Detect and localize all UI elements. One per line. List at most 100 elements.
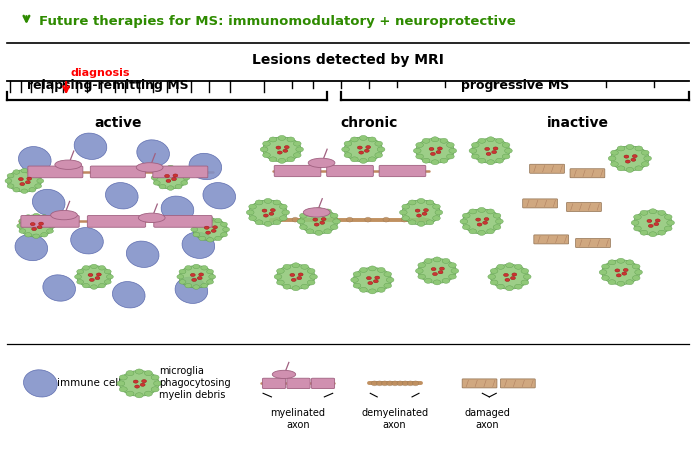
Ellipse shape (315, 207, 323, 212)
Ellipse shape (377, 381, 383, 386)
Ellipse shape (175, 166, 182, 171)
Ellipse shape (353, 283, 361, 288)
Ellipse shape (344, 137, 383, 162)
Ellipse shape (179, 279, 186, 284)
Ellipse shape (435, 210, 443, 215)
Ellipse shape (89, 278, 94, 282)
Ellipse shape (214, 218, 221, 223)
Ellipse shape (429, 148, 434, 150)
Ellipse shape (203, 183, 235, 209)
Ellipse shape (418, 258, 457, 284)
Ellipse shape (255, 200, 263, 205)
Ellipse shape (344, 153, 351, 158)
Ellipse shape (299, 213, 307, 218)
Ellipse shape (387, 381, 393, 386)
Ellipse shape (490, 264, 529, 289)
Ellipse shape (15, 234, 47, 261)
Ellipse shape (416, 154, 423, 159)
Ellipse shape (310, 217, 317, 222)
Ellipse shape (490, 269, 498, 274)
Ellipse shape (35, 174, 42, 178)
Ellipse shape (212, 230, 216, 232)
Ellipse shape (21, 189, 28, 194)
Ellipse shape (491, 150, 497, 153)
Ellipse shape (617, 281, 625, 286)
Text: progressive MS: progressive MS (461, 79, 569, 92)
Ellipse shape (322, 218, 326, 220)
Ellipse shape (74, 133, 106, 159)
Ellipse shape (282, 210, 290, 215)
Ellipse shape (436, 150, 441, 153)
Ellipse shape (90, 264, 97, 269)
Ellipse shape (276, 269, 284, 274)
Ellipse shape (25, 233, 31, 237)
Ellipse shape (47, 229, 54, 233)
Ellipse shape (617, 258, 625, 263)
Ellipse shape (368, 266, 377, 271)
Ellipse shape (449, 274, 457, 279)
Text: demyelinated
axon: demyelinated axon (361, 408, 428, 430)
Ellipse shape (7, 170, 42, 192)
Ellipse shape (283, 264, 291, 269)
Ellipse shape (626, 280, 633, 285)
Ellipse shape (425, 279, 432, 284)
Ellipse shape (262, 137, 301, 162)
Ellipse shape (423, 209, 428, 212)
Ellipse shape (422, 138, 430, 143)
Ellipse shape (200, 284, 207, 288)
Ellipse shape (658, 230, 665, 235)
Ellipse shape (487, 229, 494, 234)
Ellipse shape (283, 284, 291, 289)
FancyBboxPatch shape (570, 169, 605, 178)
Ellipse shape (40, 215, 47, 219)
Ellipse shape (269, 157, 277, 162)
Ellipse shape (29, 170, 35, 174)
Text: chronic: chronic (340, 116, 397, 130)
Ellipse shape (368, 289, 377, 294)
Ellipse shape (469, 229, 477, 234)
Ellipse shape (175, 184, 182, 189)
Ellipse shape (329, 217, 335, 222)
Ellipse shape (631, 220, 639, 225)
Ellipse shape (375, 153, 383, 158)
Ellipse shape (365, 217, 371, 222)
Ellipse shape (299, 209, 338, 234)
Ellipse shape (294, 141, 301, 146)
Ellipse shape (273, 220, 280, 225)
Ellipse shape (175, 277, 207, 303)
Ellipse shape (505, 263, 514, 268)
Ellipse shape (503, 273, 508, 276)
Text: Lesions detected by MRI: Lesions detected by MRI (252, 53, 444, 67)
Ellipse shape (413, 148, 421, 153)
Ellipse shape (633, 155, 638, 157)
Ellipse shape (164, 174, 170, 177)
Ellipse shape (308, 280, 315, 285)
Ellipse shape (35, 184, 42, 188)
Ellipse shape (407, 381, 413, 386)
Ellipse shape (402, 204, 409, 209)
Ellipse shape (375, 141, 383, 146)
Ellipse shape (262, 141, 270, 146)
Ellipse shape (386, 277, 394, 283)
Ellipse shape (377, 288, 385, 292)
Ellipse shape (177, 274, 184, 279)
Ellipse shape (223, 227, 230, 232)
Ellipse shape (248, 200, 287, 225)
Ellipse shape (635, 270, 642, 275)
Ellipse shape (270, 209, 276, 212)
Ellipse shape (117, 381, 125, 386)
FancyBboxPatch shape (462, 379, 497, 388)
Ellipse shape (255, 220, 263, 225)
Ellipse shape (142, 380, 147, 382)
Ellipse shape (626, 144, 634, 149)
Ellipse shape (292, 217, 299, 222)
Ellipse shape (487, 137, 495, 142)
Ellipse shape (490, 280, 498, 285)
Ellipse shape (440, 267, 444, 270)
Ellipse shape (433, 204, 441, 209)
Ellipse shape (649, 232, 657, 237)
Ellipse shape (514, 264, 522, 269)
Ellipse shape (344, 141, 351, 146)
Ellipse shape (276, 280, 284, 285)
Ellipse shape (55, 160, 81, 169)
